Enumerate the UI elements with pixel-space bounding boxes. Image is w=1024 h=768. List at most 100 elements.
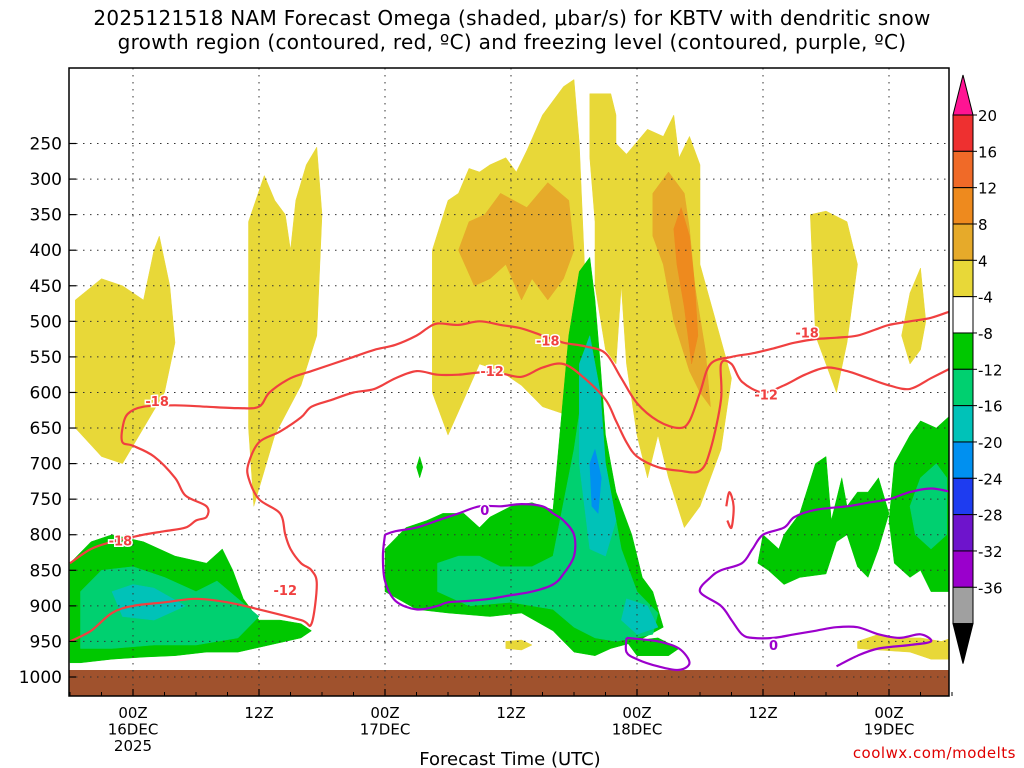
- colorbar-label-5: -4: [978, 289, 993, 307]
- colorbar-swatch-3: [952, 187, 974, 225]
- colorbar-label-1: 16: [978, 143, 997, 161]
- colorbar-swatch-11: [952, 477, 974, 516]
- colorbar-swatch-5: [952, 259, 974, 298]
- chart-title-line-1: 2025121518 NAM Forecast Omega (shaded, μ…: [93, 6, 931, 30]
- omega-region-7: [505, 639, 533, 651]
- y-tick-label-500: 500: [30, 312, 62, 332]
- omega-region-13: [757, 456, 890, 585]
- contour-label-3: -18: [109, 534, 133, 549]
- colorbar-bottom-arrow: [952, 623, 974, 664]
- contour-line-1: [69, 359, 949, 643]
- y-tick-label-900: 900: [30, 597, 62, 617]
- y-tick-label-650: 650: [30, 419, 62, 439]
- colorbar-top-arrow: [952, 74, 974, 116]
- contour-label-6: -12: [754, 389, 778, 404]
- colorbar-label-6: -8: [978, 325, 993, 343]
- colorbar-swatch-7: [952, 332, 974, 370]
- y-tick-label-600: 600: [30, 383, 62, 403]
- colorbar-label-3: 8: [978, 216, 988, 234]
- contour-labels: -18 -18 -18 -18 -12 -12 -12 0 0: [107, 325, 820, 655]
- y-tick-label-300: 300: [30, 170, 62, 190]
- omega-shading: [69, 79, 949, 664]
- omega-region-1: [248, 146, 323, 507]
- colorbar-label-12: -32: [978, 543, 1003, 561]
- contours: [69, 310, 949, 672]
- chart-title: 2025121518 NAM Forecast Omega (shaded, μ…: [0, 6, 1024, 54]
- omega-region-23: [589, 448, 602, 515]
- colorbar-label-0: 20: [978, 107, 997, 125]
- omega-region-22: [621, 598, 659, 635]
- colorbar-swatch-8: [952, 368, 974, 407]
- x-tick-label-24-1: 17DEC: [360, 721, 411, 739]
- y-tick-label-700: 700: [30, 455, 62, 475]
- colorbar-label-9: -20: [978, 434, 1003, 452]
- omega-region-5: [901, 267, 927, 365]
- colorbar-swatch-9: [952, 405, 974, 443]
- x-tick-label-0-0: 00Z: [118, 704, 147, 722]
- x-tick-label-48-1: 18DEC: [612, 721, 663, 739]
- y-tick-label-750: 750: [30, 490, 62, 510]
- y-tick-label-550: 550: [30, 348, 62, 368]
- x-tick-label-0-2: 2025: [114, 737, 152, 755]
- omega-region-15: [416, 455, 424, 479]
- colorbar-label-7: -12: [978, 361, 1003, 379]
- x-tick-label-72-0: 00Z: [874, 704, 903, 722]
- colorbar-label-11: -28: [978, 507, 1003, 525]
- colorbar: 20 16 12 8 4 -4 -8 -12 -16 -20 -24 -28 -32 -36: [952, 74, 1003, 664]
- colorbar-label-8: -16: [978, 398, 1003, 416]
- site-credit: coolwx.com/modelts: [852, 744, 1016, 762]
- y-tick-label-850: 850: [30, 561, 62, 581]
- contour-line-3: [624, 636, 691, 672]
- chart-title-line-2: growth region (contoured, red, ºC) and f…: [117, 30, 907, 54]
- colorbar-swatch-14: [952, 586, 974, 625]
- colorbar-label-4: 4: [978, 252, 988, 270]
- x-tick-label-36-0: 12Z: [496, 704, 525, 722]
- omega-region-19: [909, 463, 948, 550]
- y-tick-label-450: 450: [30, 277, 62, 297]
- ground-layer: [69, 670, 949, 696]
- y-tick-label-250: 250: [30, 135, 62, 155]
- colorbar-swatch-10: [952, 441, 974, 479]
- colorbar-swatch-13: [952, 550, 974, 588]
- colorbar-swatch-4: [952, 223, 974, 261]
- omega-region-0: [75, 235, 176, 464]
- contour-line-0: [69, 310, 949, 565]
- contour-label-0: -18: [145, 395, 169, 410]
- colorbar-label-10: -24: [978, 470, 1003, 488]
- contour-label-4: -12: [274, 584, 298, 599]
- contour-line-2: [381, 503, 577, 611]
- x-tick-label-60-0: 12Z: [748, 704, 777, 722]
- y-tick-label-350: 350: [30, 206, 62, 226]
- omega-region-21: [579, 334, 617, 557]
- y-tick-label-950: 950: [30, 632, 62, 652]
- contour-label-1: -18: [536, 335, 560, 350]
- plot-frame: [68, 67, 950, 697]
- omega-region-4: [810, 210, 858, 394]
- contour-line-4: [698, 487, 949, 668]
- omega-region-8: [458, 182, 575, 301]
- y-axis: 250 300 350 400 450 500 550 600 650 700 750 800 850 9…: [19, 135, 76, 688]
- x-tick-label-24-0: 00Z: [370, 704, 399, 722]
- contour-line-5: [725, 491, 735, 530]
- omega-region-20: [111, 584, 187, 621]
- colorbar-swatch-6: [952, 296, 974, 334]
- colorbar-label-13: -36: [978, 579, 1003, 597]
- ground-fill: [69, 670, 949, 696]
- colorbar-label-2: 12: [978, 180, 997, 198]
- x-tick-label-72-1: 19DEC: [864, 721, 915, 739]
- omega-region-3: [589, 93, 732, 529]
- contour-label-5: -12: [480, 365, 504, 380]
- colorbar-swatch-2: [952, 150, 974, 189]
- contour-label-2: -18: [795, 327, 819, 342]
- x-tick-label-0-1: 16DEC: [108, 721, 159, 739]
- colorbar-swatch-12: [952, 514, 974, 552]
- colorbar-swatch-1: [952, 114, 974, 152]
- x-axis-title: Forecast Time (UTC): [419, 749, 600, 768]
- y-tick-label-1000: 1000: [19, 668, 62, 688]
- x-tick-label-12-0: 12Z: [244, 704, 273, 722]
- y-tick-label-800: 800: [30, 526, 62, 546]
- contour-label-7: 0: [480, 504, 489, 519]
- x-tick-label-48-0: 00Z: [622, 704, 651, 722]
